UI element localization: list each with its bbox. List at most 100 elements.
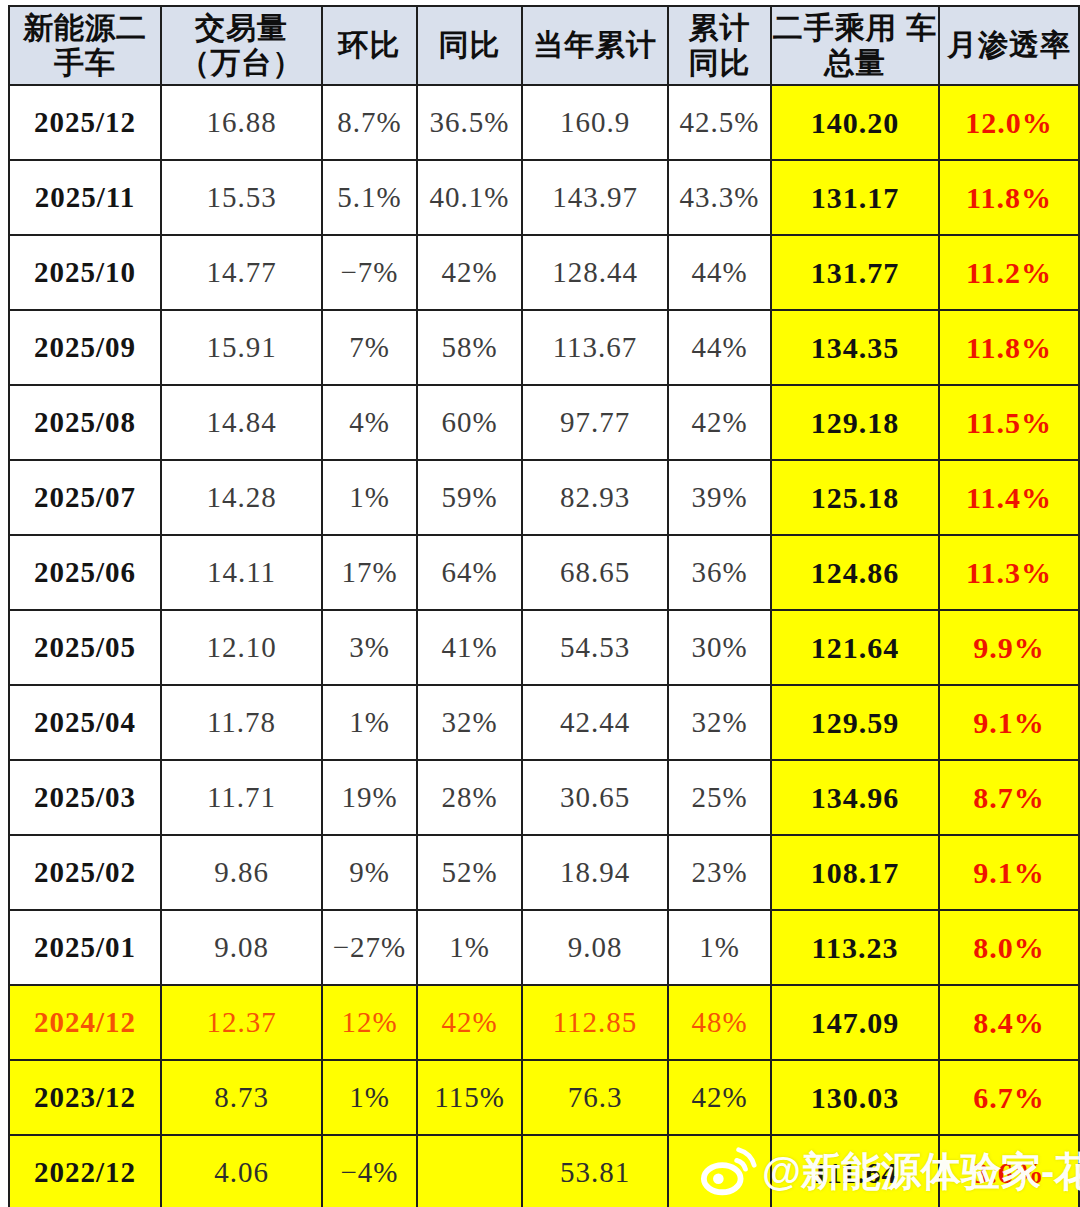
yoy-cell: 42% — [417, 985, 522, 1060]
penetration-cell: 6.7% — [939, 1060, 1079, 1135]
total-cell: 134.35 — [771, 310, 939, 385]
table-row: 2025/07 14.28 1% 59% 82.93 39% 125.18 11… — [9, 460, 1079, 535]
mom-cell: 4% — [322, 385, 417, 460]
mom-cell: 5.1% — [322, 160, 417, 235]
mom-cell: 3% — [322, 610, 417, 685]
ytd-yoy-cell: 48% — [668, 985, 771, 1060]
ytd-cell: 82.93 — [522, 460, 668, 535]
table-row: 2025/11 15.53 5.1% 40.1% 143.97 43.3% 13… — [9, 160, 1079, 235]
ytd-yoy-cell: 42% — [668, 385, 771, 460]
volume-cell: 4.06 — [161, 1135, 322, 1207]
date-cell: 2024/12 — [9, 985, 161, 1060]
total-cell: 121.64 — [771, 610, 939, 685]
yoy-cell — [417, 1135, 522, 1207]
ytd-cell: 54.53 — [522, 610, 668, 685]
ytd-yoy-cell: 43.3% — [668, 160, 771, 235]
mom-cell: 1% — [322, 1060, 417, 1135]
column-header-volume: 交易量 （万台） — [161, 6, 322, 85]
ytd-cell: 97.77 — [522, 385, 668, 460]
header-row: 新能源二 手车 交易量 （万台） 环比 同比 当年累计 累计 同比 二手乘用 车… — [9, 6, 1079, 85]
date-cell: 2022/12 — [9, 1135, 161, 1207]
volume-cell: 9.86 — [161, 835, 322, 910]
table-row: 2025/02 9.86 9% 52% 18.94 23% 108.17 9.1… — [9, 835, 1079, 910]
ytd-yoy-cell: 32% — [668, 685, 771, 760]
ytd-yoy-cell: 44% — [668, 235, 771, 310]
penetration-cell: 11.3% — [939, 535, 1079, 610]
table-row: 2025/05 12.10 3% 41% 54.53 30% 121.64 9.… — [9, 610, 1079, 685]
ytd-cell: 160.9 — [522, 85, 668, 160]
penetration-cell: 9.9% — [939, 610, 1079, 685]
date-cell: 2025/07 — [9, 460, 161, 535]
penetration-cell: 11.8% — [939, 310, 1079, 385]
ytd-cell: 9.08 — [522, 910, 668, 985]
penetration-cell: 11.2% — [939, 235, 1079, 310]
mom-cell: −7% — [322, 235, 417, 310]
yoy-cell: 32% — [417, 685, 522, 760]
column-header-mom: 环比 — [322, 6, 417, 85]
date-cell: 2025/09 — [9, 310, 161, 385]
total-cell: 111.64 — [771, 1135, 939, 1207]
mom-cell: 7% — [322, 310, 417, 385]
ytd-yoy-cell: 36% — [668, 535, 771, 610]
ytd-yoy-cell: 39% — [668, 460, 771, 535]
mom-cell: 9% — [322, 835, 417, 910]
date-cell: 2025/06 — [9, 535, 161, 610]
column-header-total: 二手乘用 车总量 — [771, 6, 939, 85]
ytd-yoy-cell: 23% — [668, 835, 771, 910]
yoy-cell: 36.5% — [417, 85, 522, 160]
column-header-ytd-yoy: 累计 同比 — [668, 6, 771, 85]
ytd-yoy-cell: 44% — [668, 310, 771, 385]
volume-cell: 15.53 — [161, 160, 322, 235]
volume-cell: 8.73 — [161, 1060, 322, 1135]
mom-cell: 1% — [322, 460, 417, 535]
date-cell: 2025/02 — [9, 835, 161, 910]
yoy-cell: 58% — [417, 310, 522, 385]
column-header-date: 新能源二 手车 — [9, 6, 161, 85]
mom-cell: 19% — [322, 760, 417, 835]
mom-cell: −4% — [322, 1135, 417, 1207]
total-cell: 131.17 — [771, 160, 939, 235]
penetration-cell: 9.1% — [939, 835, 1079, 910]
yoy-cell: 40.1% — [417, 160, 522, 235]
volume-cell: 12.37 — [161, 985, 322, 1060]
date-cell: 2023/12 — [9, 1060, 161, 1135]
mom-cell: 12% — [322, 985, 417, 1060]
volume-cell: 12.10 — [161, 610, 322, 685]
date-cell: 2025/03 — [9, 760, 161, 835]
date-cell: 2025/12 — [9, 85, 161, 160]
yoy-cell: 52% — [417, 835, 522, 910]
total-cell: 134.96 — [771, 760, 939, 835]
volume-cell: 11.71 — [161, 760, 322, 835]
table-row: 2025/04 11.78 1% 32% 42.44 32% 129.59 9.… — [9, 685, 1079, 760]
volume-cell: 14.28 — [161, 460, 322, 535]
yoy-cell: 64% — [417, 535, 522, 610]
table-row: 2025/06 14.11 17% 64% 68.65 36% 124.86 1… — [9, 535, 1079, 610]
ytd-yoy-cell: 25% — [668, 760, 771, 835]
total-cell: 147.09 — [771, 985, 939, 1060]
penetration-cell: 12.0% — [939, 85, 1079, 160]
ytd-yoy-cell — [668, 1135, 771, 1207]
total-cell: 129.59 — [771, 685, 939, 760]
table-row: 2025/01 9.08 −27% 1% 9.08 1% 113.23 8.0% — [9, 910, 1079, 985]
ytd-yoy-cell: 42.5% — [668, 85, 771, 160]
table-row: 2025/08 14.84 4% 60% 97.77 42% 129.18 11… — [9, 385, 1079, 460]
ytd-yoy-cell: 42% — [668, 1060, 771, 1135]
total-cell: 131.77 — [771, 235, 939, 310]
table-row: 2022/12 4.06 −4% 53.81 111.64 3.6% — [9, 1135, 1079, 1207]
ytd-yoy-cell: 30% — [668, 610, 771, 685]
yoy-cell: 59% — [417, 460, 522, 535]
mom-cell: 1% — [322, 685, 417, 760]
table-row: 2025/03 11.71 19% 28% 30.65 25% 134.96 8… — [9, 760, 1079, 835]
total-cell: 129.18 — [771, 385, 939, 460]
yoy-cell: 115% — [417, 1060, 522, 1135]
data-table: 新能源二 手车 交易量 （万台） 环比 同比 当年累计 累计 同比 二手乘用 车… — [8, 5, 1080, 1207]
total-cell: 113.23 — [771, 910, 939, 985]
ytd-cell: 68.65 — [522, 535, 668, 610]
volume-cell: 16.88 — [161, 85, 322, 160]
table-row: 2025/12 16.88 8.7% 36.5% 160.9 42.5% 140… — [9, 85, 1079, 160]
penetration-cell: 8.0% — [939, 910, 1079, 985]
mom-cell: 17% — [322, 535, 417, 610]
yoy-cell: 1% — [417, 910, 522, 985]
volume-cell: 14.77 — [161, 235, 322, 310]
date-cell: 2025/08 — [9, 385, 161, 460]
